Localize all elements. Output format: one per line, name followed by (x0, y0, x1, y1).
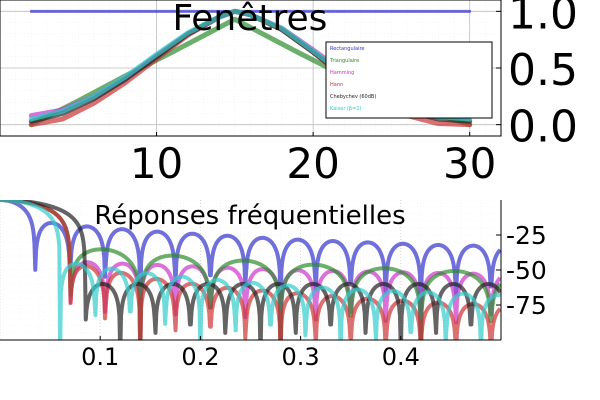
response-5-line (0, 200, 501, 340)
y-tick-label: -75 (506, 291, 547, 320)
windows-y-ticks: 0.0 0.5 1.0 (496, 0, 578, 153)
windows-plot: 10 20 30 0.0 0.5 1.0 Fenêtres Rectangulaire T… (0, 0, 578, 188)
response-1-line (0, 200, 501, 340)
windows-title: Fenêtres (173, 0, 328, 39)
y-tick-label: 1.0 (508, 0, 578, 39)
legend-entry-1: Rectangulaire (330, 46, 364, 52)
x-tick-label: 0.3 (282, 343, 320, 371)
x-tick-label: 0.4 (382, 343, 420, 371)
y-tick-label: 0.0 (508, 102, 578, 153)
frequency-series (0, 200, 501, 340)
frequency-x-ticks: 0.1 0.2 0.3 0.4 (81, 336, 420, 371)
frequency-y-ticks: -25 -50 -75 (496, 221, 547, 320)
frequency-title: Réponses fréquentielles (94, 201, 405, 231)
y-tick-label: -50 (506, 256, 547, 285)
x-tick-label: 0.1 (81, 343, 119, 371)
response-6-line (0, 200, 501, 340)
legend-entry-4: Hann (330, 82, 343, 88)
legend-box (325, 41, 493, 119)
legend-entry-3: Hamming (330, 70, 354, 76)
legend-entry-2: Triangulaire (329, 58, 359, 64)
x-tick-label: 20 (286, 139, 339, 188)
x-tick-label: 0.2 (181, 343, 219, 371)
x-tick-label: 30 (443, 139, 496, 188)
legend-entry-6: Kaiser (β=2) (330, 106, 361, 112)
y-tick-label: 0.5 (508, 45, 578, 96)
frequency-plot: 0.1 0.2 0.3 0.4 -25 -50 -75 Réponses fréquent… (0, 199, 547, 371)
x-tick-label: 10 (130, 139, 183, 188)
windows-x-ticks: 10 20 30 (130, 132, 496, 188)
legend-entry-5: Chebychev (60dB) (330, 94, 376, 100)
y-tick-label: -25 (506, 221, 547, 250)
windows-legend: Rectangulaire Triangulaire Hamming Hann Cheb… (325, 41, 493, 119)
